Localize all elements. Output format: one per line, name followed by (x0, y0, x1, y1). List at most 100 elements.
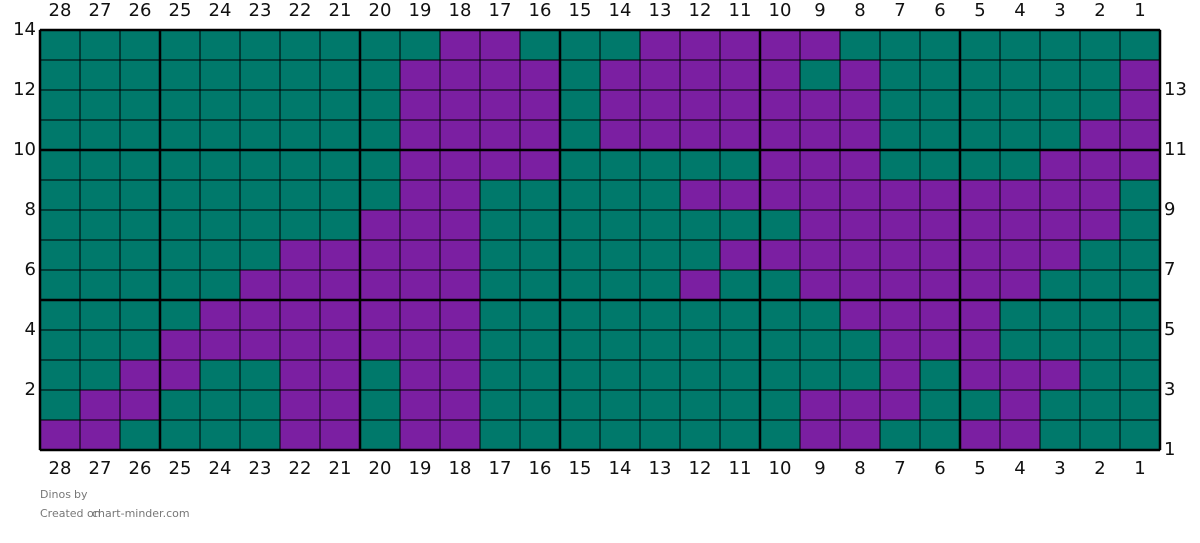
stitch-cell (1039, 329, 1081, 361)
stitch-cell (999, 389, 1041, 421)
stitch-cell (359, 149, 401, 181)
stitch-cell (1039, 269, 1081, 301)
stitch-cell (159, 329, 201, 361)
stitch-cell (679, 29, 721, 61)
stitch-cell (119, 239, 161, 271)
stitch-cell (359, 389, 401, 421)
row-number: 13 (1164, 79, 1187, 100)
stitch-cell (559, 299, 601, 331)
stitch-cell (639, 359, 681, 391)
stitch-cell (999, 89, 1041, 121)
column-number: 12 (689, 458, 712, 479)
column-number: 21 (329, 0, 352, 21)
stitch-cell (1039, 59, 1081, 91)
column-number: 15 (569, 458, 592, 479)
stitch-cell (1039, 149, 1081, 181)
stitch-cell (479, 329, 521, 361)
stitch-cell (959, 419, 1001, 451)
stitch-cell (639, 269, 681, 301)
stitch-cell (599, 149, 641, 181)
stitch-cell (279, 299, 321, 331)
column-number: 28 (49, 458, 72, 479)
column-number: 9 (814, 458, 825, 479)
stitch-cell (679, 179, 721, 211)
column-number: 16 (529, 0, 552, 21)
stitch-cell (159, 179, 201, 211)
stitch-cell (639, 419, 681, 451)
stitch-cell (119, 149, 161, 181)
stitch-cell (999, 209, 1041, 241)
stitch-cell (919, 329, 961, 361)
stitch-cell (679, 269, 721, 301)
stitch-cell (1079, 389, 1121, 421)
stitch-cell (399, 299, 441, 331)
stitch-cell (559, 419, 601, 451)
stitch-cell (679, 89, 721, 121)
stitch-cell (79, 359, 121, 391)
stitch-cell (879, 239, 921, 271)
column-number: 27 (89, 458, 112, 479)
stitch-cell (759, 269, 801, 301)
stitch-cell (519, 359, 561, 391)
stitch-cell (399, 29, 441, 61)
stitch-cell (199, 419, 241, 451)
stitch-cell (639, 149, 681, 181)
column-number: 10 (769, 458, 792, 479)
stitch-cell (119, 269, 161, 301)
stitch-cell (439, 59, 481, 91)
stitch-cell (639, 329, 681, 361)
stitch-cell (319, 209, 361, 241)
stitch-cell (159, 89, 201, 121)
stitch-cell (919, 389, 961, 421)
stitch-cell (199, 389, 241, 421)
stitch-cell (719, 299, 761, 331)
column-number: 10 (769, 0, 792, 21)
stitch-cell (599, 419, 641, 451)
stitch-cell (759, 209, 801, 241)
stitch-cell (719, 209, 761, 241)
stitch-cell (719, 119, 761, 151)
stitch-cell (999, 119, 1041, 151)
stitch-cell (1039, 179, 1081, 211)
column-number: 20 (369, 0, 392, 21)
stitch-cell (479, 179, 521, 211)
column-number: 24 (209, 0, 232, 21)
stitch-cell (799, 269, 841, 301)
stitch-cell (919, 239, 961, 271)
stitch-cell (319, 29, 361, 61)
stitch-cell (159, 239, 201, 271)
stitch-cell (1039, 299, 1081, 331)
stitch-cell (119, 119, 161, 151)
stitch-cell (119, 59, 161, 91)
stitch-cell (839, 359, 881, 391)
stitch-cell (519, 149, 561, 181)
stitch-cell (1119, 89, 1161, 121)
stitch-cell (879, 269, 921, 301)
stitch-cell (1119, 209, 1161, 241)
stitch-cell (359, 239, 401, 271)
stitch-cell (839, 119, 881, 151)
stitch-cell (759, 179, 801, 211)
row-number: 10 (13, 139, 36, 160)
stitch-cell (559, 89, 601, 121)
stitch-cell (1079, 419, 1121, 451)
stitch-cell (519, 29, 561, 61)
stitch-cell (959, 179, 1001, 211)
stitch-cell (239, 59, 281, 91)
row-number: 14 (13, 19, 36, 40)
stitch-cell (279, 89, 321, 121)
stitch-cell (439, 89, 481, 121)
stitch-cell (199, 299, 241, 331)
stitch-cell (719, 359, 761, 391)
stitch-cell (919, 209, 961, 241)
stitch-cell (639, 239, 681, 271)
stitch-cell (719, 269, 761, 301)
stitch-cell (399, 269, 441, 301)
stitch-cell (519, 389, 561, 421)
stitch-cell (239, 419, 281, 451)
stitch-cell (39, 269, 81, 301)
stitch-cell (359, 329, 401, 361)
stitch-cell (399, 359, 441, 391)
stitch-cell (999, 419, 1041, 451)
stitch-cell (719, 149, 761, 181)
